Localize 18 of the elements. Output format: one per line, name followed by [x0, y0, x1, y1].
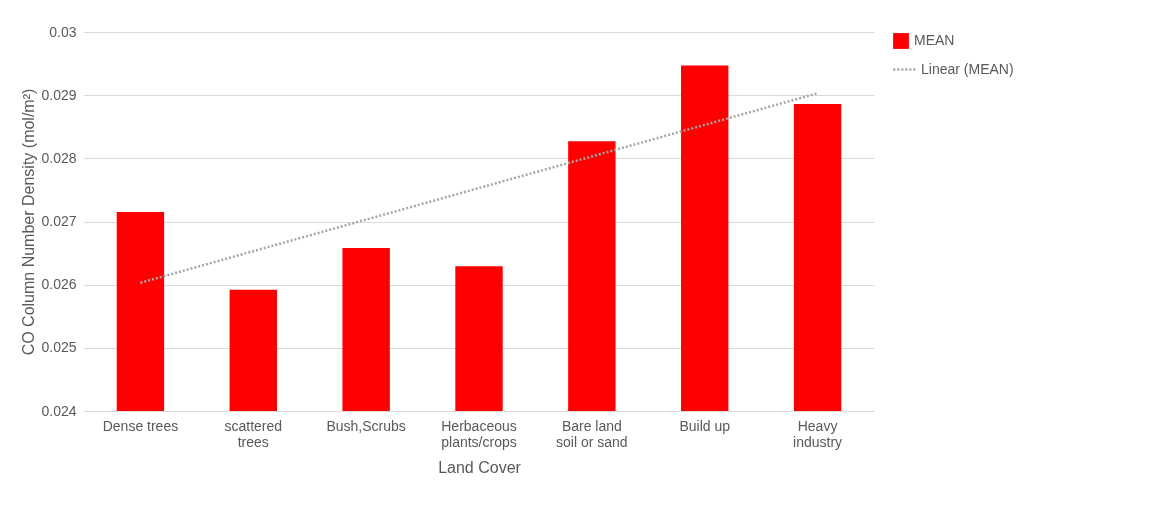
x-tick-label: Heavy industry	[793, 417, 843, 450]
y-tick-label: 0.024	[41, 402, 77, 419]
y-tick-label: 0.027	[41, 213, 77, 229]
y-tick-label: 0.025	[41, 339, 77, 356]
x-tick-label: Dense trees	[102, 417, 179, 434]
x-tick-label: Bush,Scrubs	[326, 417, 406, 434]
x-axis-title: Land Cover	[438, 458, 522, 476]
x-tick-label: Herbaceous plants/crops	[441, 417, 517, 450]
legend-label: MEAN	[914, 32, 955, 48]
y-tick-label: 0.03	[49, 23, 77, 40]
x-tick-label: Bare land soil or sand	[556, 417, 628, 450]
y-axis-title: CO Column Number Density (mol/m²)	[20, 88, 38, 356]
y-tick-label: 0.028	[41, 149, 77, 166]
x-tick-label: Build up	[679, 417, 731, 434]
y-tick-label: 0.029	[41, 86, 77, 103]
y-tick-label: 0.026	[41, 276, 77, 293]
legend-label: Linear (MEAN)	[921, 60, 1014, 77]
x-tick-label: scattered trees	[224, 417, 283, 450]
